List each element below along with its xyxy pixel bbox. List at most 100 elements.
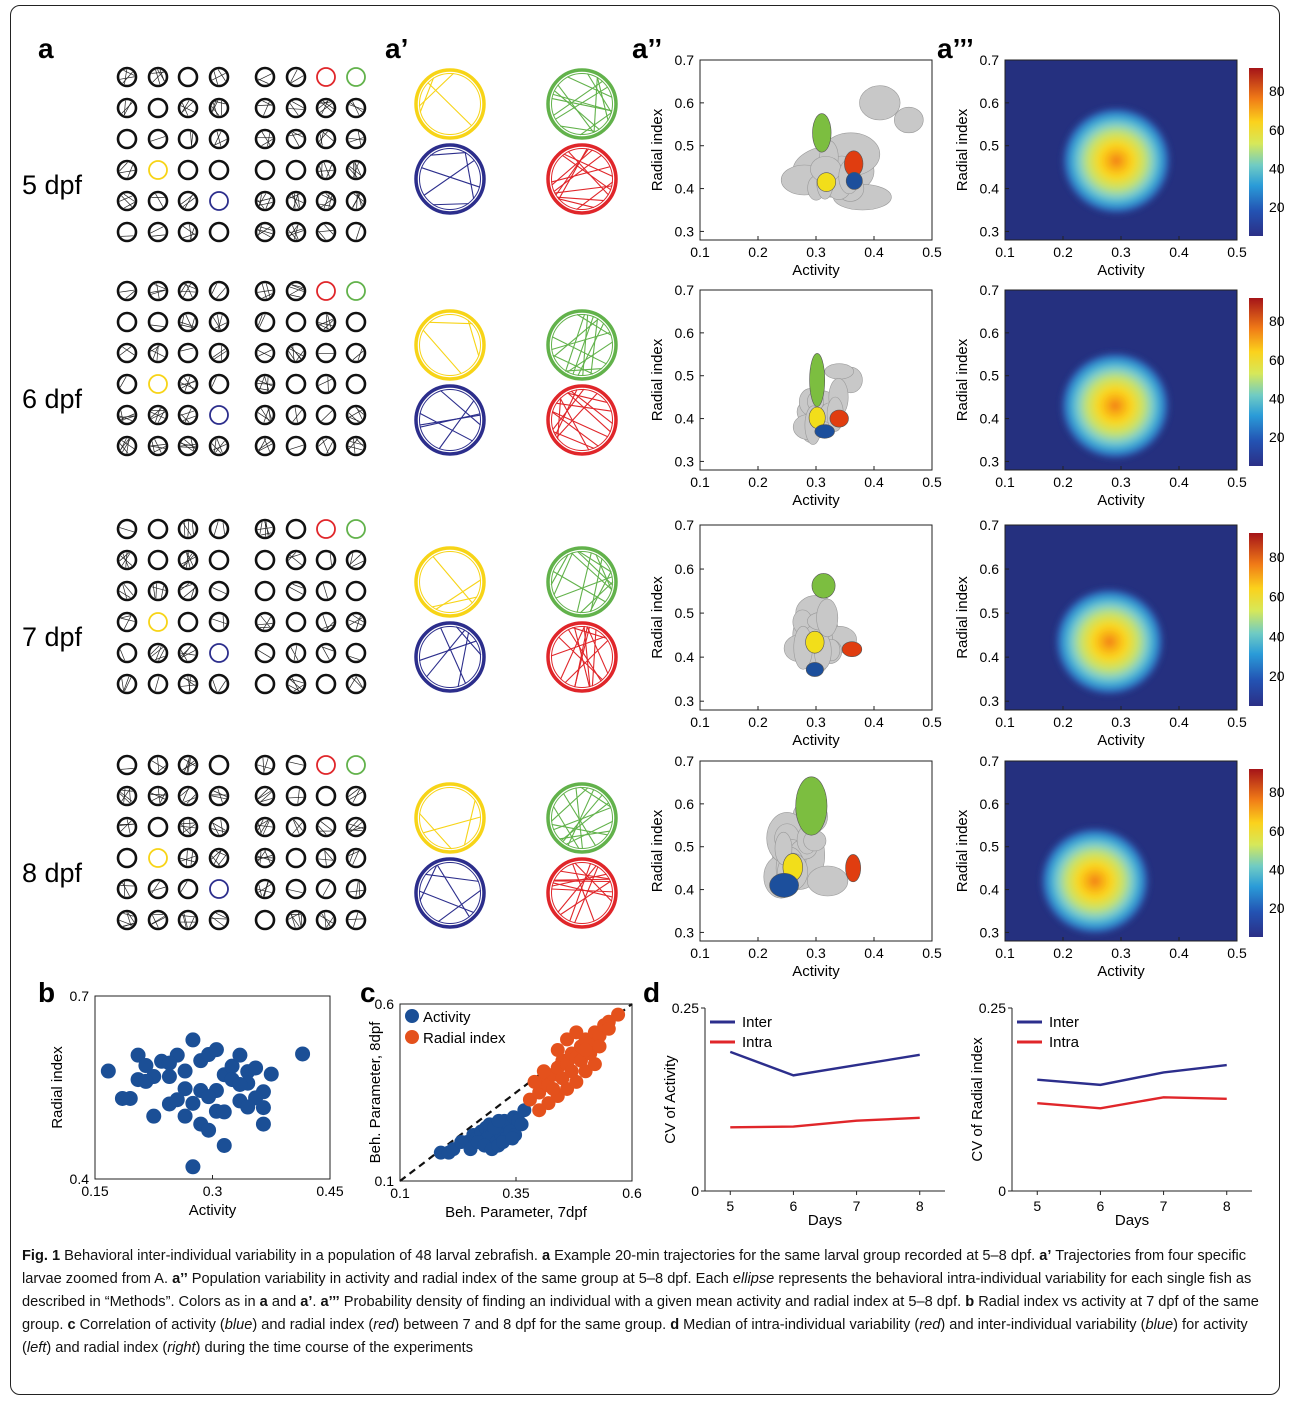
- y-tick-label: 0.5: [980, 368, 1000, 384]
- trajectory-line: [151, 915, 165, 925]
- well-ring: [345, 373, 367, 395]
- trajectory-line: [257, 226, 271, 236]
- density-hotspot: [1060, 105, 1173, 216]
- trajectory-line: [257, 623, 273, 626]
- well: [208, 549, 230, 571]
- ellipse-plot: 0.1 0.2 0.3 0.4 0.5 0.3 0.4 0.5 0.6 0.7 Activity Ra…: [649, 282, 942, 509]
- trajectory-line: [216, 131, 222, 147]
- well-ring: [116, 847, 138, 869]
- trajectory-line: [422, 329, 462, 375]
- well-ring: [177, 673, 199, 695]
- trajectory-line: [184, 408, 192, 423]
- well: [208, 673, 230, 695]
- trajectory-line: [211, 443, 222, 454]
- trajectory-line: [262, 757, 265, 773]
- scatter-point: [491, 1113, 506, 1128]
- trajectory-line: [213, 102, 218, 116]
- zoom-trajectory-yellow: [414, 782, 486, 854]
- legend-label: Intra: [742, 1034, 773, 1051]
- scatter-point: [146, 1108, 162, 1124]
- well-ring: [116, 404, 138, 426]
- trajectory-line: [324, 850, 327, 866]
- trajectory-line: [211, 795, 227, 800]
- trajectory-line: [123, 100, 126, 116]
- x-tick-label: 0.2: [748, 945, 768, 961]
- trajectory-line: [553, 90, 600, 131]
- trajectory-line: [217, 314, 221, 330]
- well: [345, 642, 367, 664]
- well: [285, 128, 307, 150]
- trajectory-line: [292, 131, 304, 138]
- trajectory-line: [260, 798, 273, 803]
- trajectory-line: [349, 441, 364, 446]
- well-ring: [254, 580, 276, 602]
- trajectory-line: [327, 376, 329, 392]
- trajectory-line: [574, 862, 613, 902]
- well: [254, 909, 276, 931]
- series-line-inter: [729, 1050, 920, 1077]
- well: [345, 785, 367, 807]
- y-tick-label: 0.6: [675, 561, 695, 577]
- trajectory-line: [123, 70, 135, 76]
- panel-label: d: [643, 977, 660, 1008]
- well: [208, 342, 230, 364]
- well-ring: [209, 405, 229, 425]
- well: [208, 311, 230, 333]
- well-ring: [316, 519, 336, 539]
- trajectory-line: [262, 293, 273, 299]
- well-ring: [116, 673, 138, 695]
- well: [254, 342, 276, 364]
- trajectory-line: [289, 230, 304, 236]
- well: [209, 405, 229, 425]
- x-tick-label: 7: [853, 1198, 861, 1214]
- well-ring: [208, 847, 230, 869]
- trajectory-line: [157, 757, 160, 773]
- panel-label: a’’’: [937, 33, 974, 64]
- trajectory-line: [267, 407, 272, 419]
- well-ring: [116, 754, 138, 776]
- trajectory-line: [181, 380, 195, 389]
- x-tick-label: 0.1: [690, 714, 710, 730]
- well: [177, 785, 199, 807]
- well: [177, 816, 199, 838]
- trajectory-line: [288, 552, 296, 561]
- well-ring: [285, 580, 307, 602]
- trajectory-line: [265, 196, 272, 209]
- well: [208, 518, 230, 540]
- trajectory-line: [213, 790, 227, 797]
- well: [116, 580, 138, 602]
- trajectory-ring: [419, 73, 481, 135]
- trajectory-line: [586, 626, 609, 675]
- well: [147, 785, 169, 807]
- x-tick-label: 0.1: [995, 244, 1015, 260]
- ellipse-plot: 0.1 0.2 0.3 0.4 0.5 0.3 0.4 0.5 0.6 0.7 Activity Ra…: [649, 52, 942, 279]
- trajectory-line: [121, 415, 135, 421]
- trajectory-line: [122, 882, 130, 897]
- y-axis-label: Radial index: [954, 576, 971, 659]
- trajectory-line: [257, 314, 263, 326]
- trajectory-line: [259, 376, 265, 390]
- well-ring: [148, 848, 168, 868]
- trajectory-line: [289, 196, 304, 204]
- x-axis-label: Activity: [792, 963, 840, 980]
- figure-caption: Fig. 1 Behavioral inter-individual varia…: [22, 1245, 1267, 1360]
- well: [285, 97, 307, 119]
- caption-text: ) and radial index (: [46, 1340, 168, 1356]
- colorbar-tick-label: 80: [1269, 313, 1285, 329]
- well: [345, 435, 367, 457]
- trajectory-line: [290, 678, 304, 684]
- colorbar: [1249, 533, 1263, 706]
- well-ring: [315, 128, 337, 150]
- trajectory-line: [180, 684, 196, 687]
- trajectory-line: [180, 324, 194, 328]
- well-ring: [315, 878, 337, 900]
- y-axis-label: Radial index: [954, 809, 971, 892]
- trajectory-line: [349, 676, 357, 689]
- x-axis-label: Days: [1115, 1212, 1149, 1229]
- trajectory-line: [151, 234, 165, 237]
- x-tick-label: 0.2: [748, 474, 768, 490]
- trajectory-ring: [419, 862, 481, 924]
- trajectory-line: [120, 438, 127, 451]
- trajectory-line: [156, 283, 160, 299]
- well-ring: [285, 549, 307, 571]
